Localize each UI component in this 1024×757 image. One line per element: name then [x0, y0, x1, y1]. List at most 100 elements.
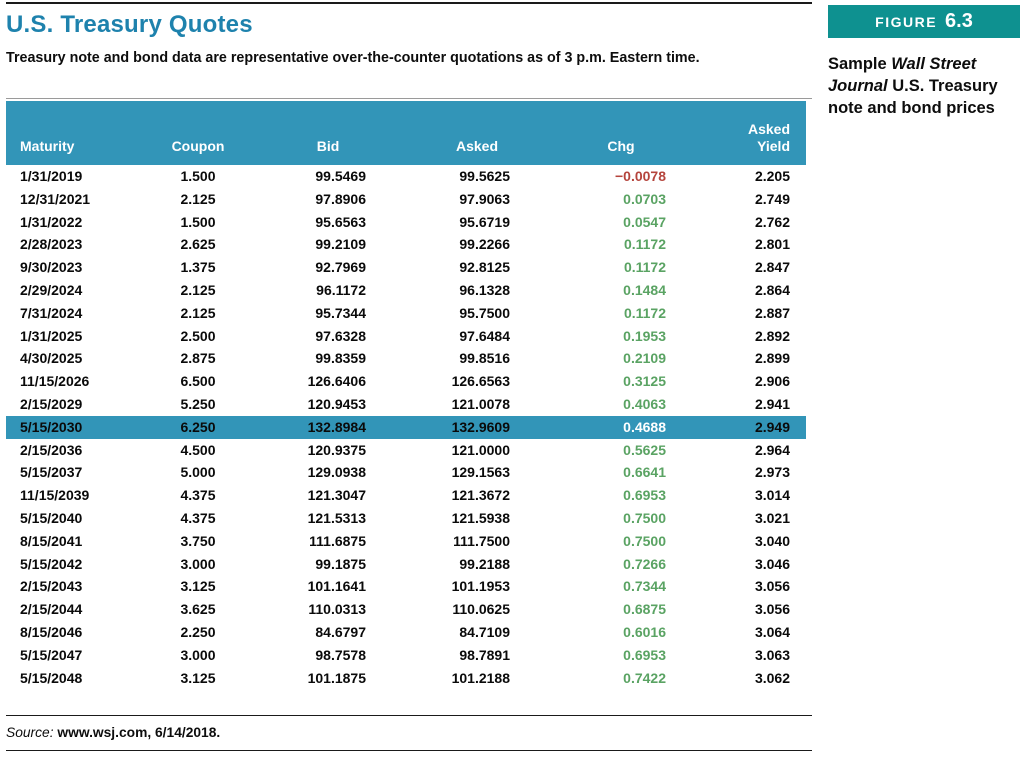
cell-chg: 0.1172: [623, 259, 666, 276]
cell-bid: 92.7969: [315, 259, 366, 276]
cell-coupon: 3.750: [180, 532, 216, 549]
cell-asked: 97.6484: [459, 327, 510, 344]
cell-maturity: 5/15/2040: [20, 509, 83, 526]
cell-coupon: 2.500: [180, 327, 216, 344]
table-row: 5/15/2040 4.375 121.5313 121.5938 0.7500 3.02…: [6, 507, 806, 530]
table-row: 4/30/2025 2.875 99.8359 99.8516 0.2109 2.899: [6, 347, 806, 370]
cell-yld: 3.014: [754, 487, 790, 504]
cell-asked: 95.6719: [459, 213, 510, 230]
cell-yld: 3.021: [754, 509, 790, 526]
cell-yld: 3.046: [754, 555, 790, 572]
column-header-maturity: Maturity: [6, 101, 144, 165]
table-row: 1/31/2022 1.500 95.6563 95.6719 0.0547 2.762: [6, 211, 806, 234]
cell-asked: 110.0625: [452, 601, 510, 618]
cell-coupon: 5.000: [180, 464, 216, 481]
table-row: 2/15/2044 3.625 110.0313 110.0625 0.6875 3.05…: [6, 598, 806, 621]
table-row: 2/28/2023 2.625 99.2109 99.2266 0.1172 2.801: [6, 233, 806, 256]
cell-coupon: 2.875: [180, 350, 216, 367]
table-row: 1/31/2019 1.500 99.5469 99.5625 −0.0078 2.205: [6, 165, 806, 188]
cell-maturity: 8/15/2046: [20, 623, 83, 640]
cell-maturity: 5/15/2047: [20, 646, 83, 663]
cell-yld: 2.749: [754, 190, 790, 207]
cell-coupon: 6.500: [180, 373, 216, 390]
cell-maturity: 2/29/2024: [20, 281, 83, 298]
cell-chg: 0.2109: [623, 350, 666, 367]
cell-asked: 96.1328: [459, 281, 510, 298]
cell-coupon: 3.000: [180, 646, 216, 663]
column-header-asked: Asked: [404, 101, 550, 165]
cell-yld: 2.887: [754, 304, 790, 321]
cell-coupon: 2.625: [180, 236, 216, 253]
table-row: 8/15/2041 3.750 111.6875 111.7500 0.7500 3.04…: [6, 530, 806, 553]
cell-asked: 121.3672: [451, 487, 510, 504]
column-header-coupon: Coupon: [144, 101, 252, 165]
cell-coupon: 1.375: [180, 259, 216, 276]
cell-coupon: 1.500: [180, 213, 216, 230]
table-row: 12/31/2021 2.125 97.8906 97.9063 0.0703 2.749: [6, 188, 806, 211]
table-row: 2/29/2024 2.125 96.1172 96.1328 0.1484 2.864: [6, 279, 806, 302]
figure-badge: FIGURE 6.3: [828, 5, 1020, 38]
source-text: www.wsj.com, 6/14/2018.: [57, 725, 221, 741]
quotes-table: Maturity Coupon Bid Asked Chg Asked Yiel…: [6, 101, 806, 689]
cell-bid: 84.6797: [315, 623, 366, 640]
cell-bid: 99.1875: [315, 555, 366, 572]
cell-maturity: 7/31/2024: [20, 304, 83, 321]
bottom-rule: [6, 750, 812, 752]
figure-caption-journal-name: Wall Street Journal: [828, 55, 977, 95]
cell-chg: 0.1172: [623, 236, 666, 253]
cell-bid: 120.9375: [307, 441, 366, 458]
cell-chg: 0.7422: [623, 669, 666, 686]
table-row: 9/30/2023 1.375 92.7969 92.8125 0.1172 2.847: [6, 256, 806, 279]
main-content: U.S. Treasury Quotes Treasury note and b…: [6, 0, 812, 752]
cell-bid: 96.1172: [316, 281, 366, 298]
cell-yld: 2.899: [754, 350, 790, 367]
cell-asked: 98.7891: [459, 646, 510, 663]
quotes-table-wrap: Maturity Coupon Bid Asked Chg Asked Yiel…: [6, 98, 812, 689]
page-title: U.S. Treasury Quotes: [6, 11, 253, 38]
cell-maturity: 8/15/2041: [20, 532, 83, 549]
cell-maturity: 11/15/2026: [20, 373, 90, 390]
cell-asked: 92.8125: [459, 259, 510, 276]
cell-yld: 3.064: [754, 623, 790, 640]
cell-bid: 129.0938: [307, 464, 366, 481]
cell-chg: 0.7266: [623, 555, 666, 572]
cell-chg: 0.3125: [623, 373, 666, 390]
cell-yld: 2.906: [754, 373, 790, 390]
cell-chg: 0.7500: [623, 509, 666, 526]
cell-asked: 126.6563: [451, 373, 510, 390]
cell-bid: 99.2109: [315, 236, 366, 253]
page-subtitle: Treasury note and bond data are represen…: [6, 50, 700, 66]
table-row: 2/15/2029 5.250 120.9453 121.0078 0.4063 2.94…: [6, 393, 806, 416]
cell-maturity: 12/31/2021: [20, 190, 91, 207]
cell-maturity: 2/28/2023: [20, 236, 83, 253]
cell-bid: 110.0313: [308, 601, 366, 618]
cell-bid: 97.6328: [315, 327, 366, 344]
cell-maturity: 2/15/2043: [20, 578, 83, 595]
cell-asked: 99.5625: [459, 168, 510, 184]
cell-maturity: 5/15/2037: [20, 464, 83, 481]
cell-yld: 2.762: [754, 213, 790, 230]
cell-coupon: 4.375: [180, 509, 216, 526]
cell-bid: 121.5313: [307, 509, 366, 526]
cell-coupon: 2.125: [180, 304, 216, 321]
cell-coupon: 1.500: [180, 168, 216, 184]
cell-bid: 132.8984: [252, 415, 404, 439]
cell-yld: 3.062: [754, 669, 790, 686]
table-row: 8/15/2046 2.250 84.6797 84.7109 0.6016 3.064: [6, 621, 806, 644]
cell-bid: 120.9453: [307, 395, 366, 412]
cell-yld: 3.063: [754, 646, 790, 663]
cell-bid: 98.7578: [315, 646, 366, 663]
table-row: 5/15/2048 3.125 101.1875 101.2188 0.7422 3.06…: [6, 667, 806, 690]
cell-bid: 121.3047: [307, 487, 366, 504]
cell-chg: 0.0703: [623, 190, 666, 207]
figure-caption: Sample Wall Street Journal U.S. Treasury…: [828, 53, 1020, 119]
top-rule: [6, 2, 812, 4]
source-label: Source:: [6, 725, 58, 741]
figure-sidebar: FIGURE 6.3 Sample Wall Street Journal U.…: [828, 5, 1020, 119]
cell-asked: 121.0078: [451, 395, 510, 412]
cell-maturity: 11/15/2039: [20, 487, 90, 504]
cell-chg: 0.6641: [623, 464, 666, 481]
cell-bid: 101.1875: [307, 669, 366, 686]
cell-maturity: 2/15/2029: [20, 395, 83, 412]
